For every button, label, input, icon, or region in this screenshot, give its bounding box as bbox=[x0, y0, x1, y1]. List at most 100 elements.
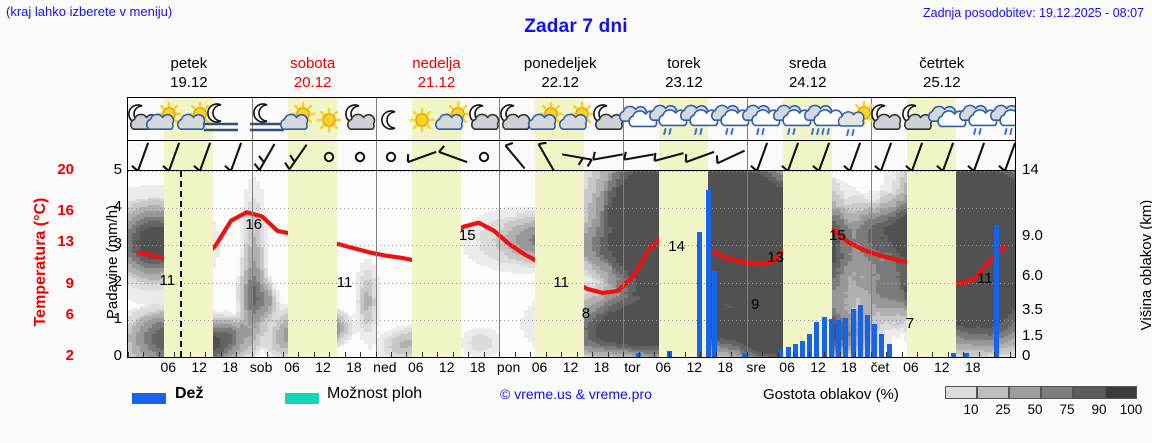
x-tick-label: 18 bbox=[469, 359, 486, 375]
rain-bar bbox=[777, 350, 783, 357]
daylight-band bbox=[906, 171, 956, 357]
daylight-band bbox=[659, 141, 709, 170]
x-axis-tick bbox=[128, 352, 129, 357]
x-axis-tick bbox=[839, 352, 841, 357]
day-separator bbox=[499, 98, 501, 140]
x-axis-tick-labels: 06 12 18 sob 06 12 18 ned 06 12 18 pon 06 12 18 tor 06 12… bbox=[127, 359, 1016, 379]
cloud-density-swatch bbox=[1009, 386, 1041, 399]
wind-barb bbox=[529, 141, 563, 170]
gridline bbox=[128, 319, 1015, 321]
x-tick-label: 18 bbox=[346, 359, 362, 375]
day-name: ponedeljek bbox=[523, 55, 597, 72]
temperature-tick: 6 bbox=[65, 305, 74, 323]
wind-barb bbox=[560, 141, 594, 170]
precipitation-tick: 4 bbox=[113, 198, 122, 216]
sun-cloud-icon bbox=[526, 100, 566, 140]
x-tick-label: 12 bbox=[562, 359, 579, 375]
x-axis-tick bbox=[715, 352, 717, 357]
cloud-height-tick: 6.0 bbox=[1022, 267, 1043, 285]
x-axis-tick bbox=[499, 352, 501, 357]
x-axis-tick bbox=[174, 352, 176, 357]
x-tick-label: 18 bbox=[964, 359, 981, 375]
x-tick-label: 12 bbox=[191, 359, 207, 375]
rain-legend-label: Dež bbox=[175, 385, 204, 402]
cloud-height-tick: 9.0 bbox=[1022, 227, 1043, 245]
cloud-rain-icon bbox=[680, 100, 720, 140]
x-axis-tick bbox=[514, 352, 516, 357]
wind-barb bbox=[900, 141, 934, 170]
sun-cloud-rain-icon bbox=[835, 100, 876, 140]
daylight-band bbox=[411, 141, 461, 170]
wind-barb bbox=[498, 141, 532, 170]
gridline bbox=[128, 245, 1015, 247]
day-date: 19.12 bbox=[170, 74, 208, 91]
cloud-density-swatch bbox=[1041, 386, 1073, 399]
day-date: 24.12 bbox=[788, 74, 827, 91]
day-header-6: sreda 24.12 bbox=[746, 54, 870, 92]
x-axis-tick bbox=[282, 352, 284, 357]
day-separator bbox=[499, 141, 501, 170]
rain-bar bbox=[785, 346, 791, 357]
temperature-tick-labels: 20 16 13 9 6 2 bbox=[30, 161, 74, 364]
wind-barb bbox=[405, 141, 439, 170]
moon-cloud-icon bbox=[897, 100, 937, 140]
rain-bar bbox=[857, 304, 863, 357]
wind-barb bbox=[250, 141, 284, 170]
showers-legend-swatch bbox=[285, 393, 319, 404]
wind-barb bbox=[591, 141, 625, 170]
precipitation-tick-labels: 5 4 3 2 1 0 bbox=[96, 161, 122, 364]
sun-cloud-icon bbox=[557, 100, 597, 140]
x-axis-tick bbox=[437, 352, 439, 357]
cloud-density-swatch bbox=[945, 386, 977, 399]
rain-bar bbox=[872, 324, 878, 357]
day-name: torek bbox=[667, 55, 701, 72]
x-tick-label: čet bbox=[870, 359, 890, 375]
gridline bbox=[128, 282, 1015, 284]
cloud-density-legend-title: Gostota oblakov (%) bbox=[763, 386, 899, 403]
cloud-density-step-label: 25 bbox=[995, 402, 1011, 417]
daylight-band bbox=[287, 141, 337, 170]
x-tick-label: 06 bbox=[284, 359, 300, 375]
x-axis-tick bbox=[932, 352, 934, 357]
x-axis-tick bbox=[855, 352, 857, 357]
day-name: sobota bbox=[290, 55, 336, 72]
cloud-density-step-label: 10 bbox=[963, 402, 979, 417]
x-axis-tick bbox=[406, 352, 408, 357]
day-name: četrtek bbox=[919, 55, 965, 72]
rain-bar bbox=[792, 343, 798, 357]
x-axis-tick bbox=[963, 352, 965, 357]
sun-cloud-icon bbox=[278, 100, 318, 140]
precipitation-tick: 0 bbox=[113, 347, 122, 364]
daylight-band bbox=[411, 171, 461, 357]
x-axis-tick bbox=[329, 352, 331, 357]
x-tick-label: pon bbox=[496, 359, 521, 375]
precipitation-tick: 5 bbox=[113, 161, 122, 178]
moon-wind-icon bbox=[247, 100, 287, 140]
rain-bar bbox=[886, 343, 892, 357]
temperature-value-label: 13 bbox=[767, 249, 784, 267]
wind-barb bbox=[467, 141, 501, 170]
x-tick-label: 18 bbox=[717, 359, 733, 375]
day-date: 20.12 bbox=[293, 74, 332, 91]
wind-barb bbox=[869, 141, 903, 170]
x-axis-tick bbox=[824, 352, 826, 357]
wind-barb bbox=[312, 141, 346, 170]
x-axis-tick bbox=[143, 352, 145, 357]
moon-cloud-icon bbox=[464, 100, 504, 140]
showers-legend-label: Možnost ploh bbox=[327, 385, 423, 402]
day-separator bbox=[375, 141, 377, 170]
rain-bar bbox=[712, 271, 718, 357]
wind-barb bbox=[776, 141, 810, 170]
temperature-value-label: 11 bbox=[336, 274, 353, 291]
x-axis-tick bbox=[592, 352, 594, 357]
precipitation-tick: 3 bbox=[113, 235, 122, 253]
x-axis-tick bbox=[313, 352, 315, 357]
wind-barb bbox=[281, 141, 315, 170]
x-axis-tick bbox=[205, 352, 207, 357]
day-separator bbox=[251, 141, 253, 170]
weather-icons-row bbox=[127, 97, 1016, 141]
day-name: petek bbox=[170, 55, 208, 72]
rain-bar bbox=[865, 315, 870, 357]
location-hint: (kraj lahko izberete v meniju) bbox=[6, 4, 173, 19]
x-tick-label: ned bbox=[373, 359, 397, 375]
